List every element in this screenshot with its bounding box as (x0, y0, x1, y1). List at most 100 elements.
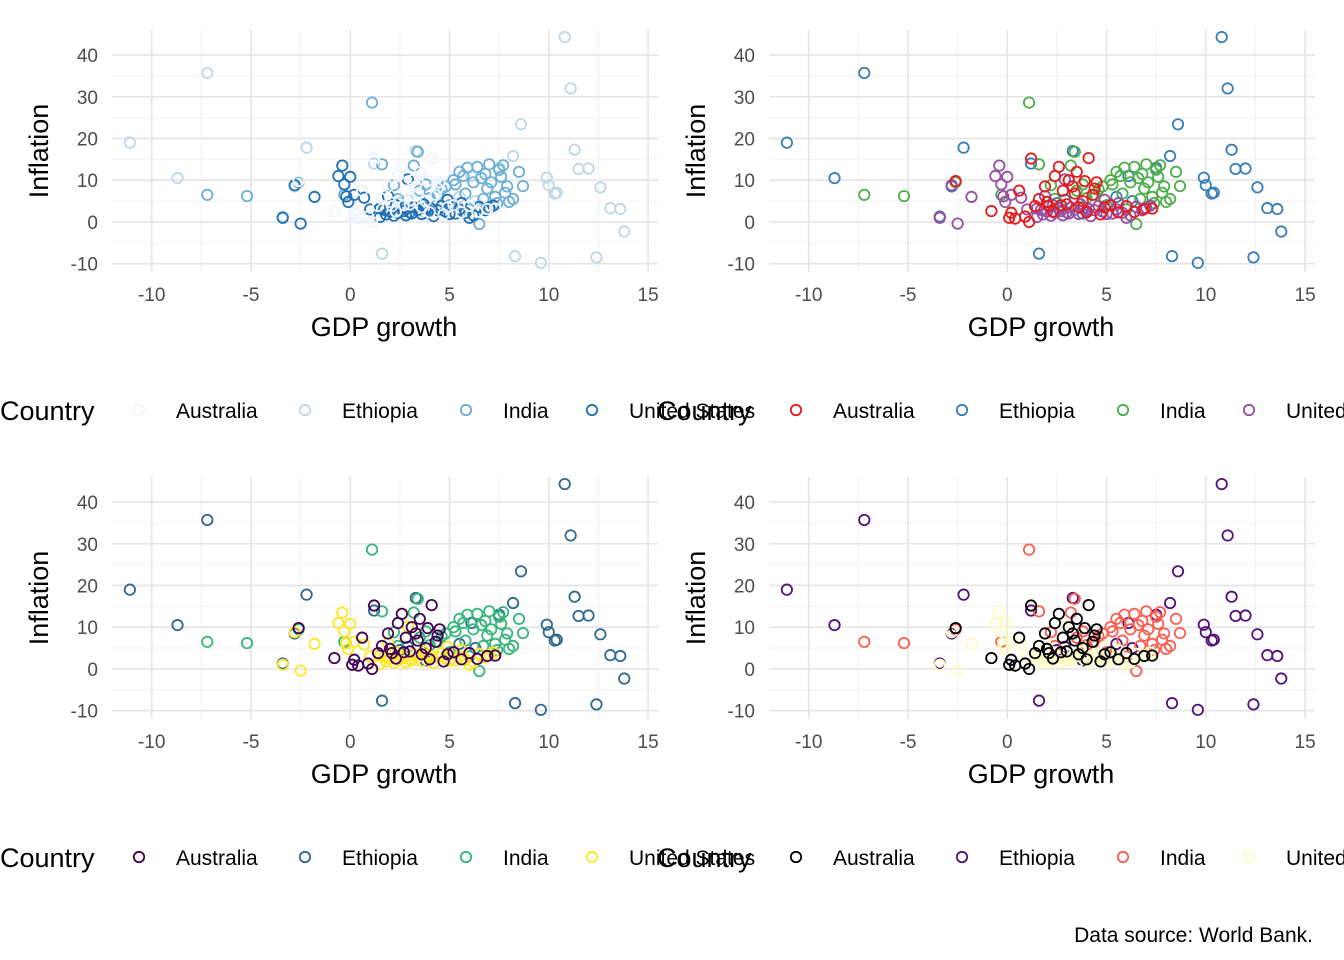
data-point-australia (1022, 215, 1036, 229)
y-tick-label: 10 (734, 618, 755, 639)
legend-key-australia (132, 403, 146, 417)
data-point-ethiopia (1191, 703, 1204, 716)
legend-key-australia (789, 403, 803, 417)
data-point-unitedstates (989, 169, 1002, 183)
data-point-ethiopia (1197, 171, 1210, 184)
x-tick-label: 0 (345, 285, 356, 306)
data-point-ethiopia (828, 619, 841, 632)
data-point-australia (1090, 176, 1103, 189)
data-point-unitedstates (455, 197, 468, 210)
data-point-australia (1120, 646, 1133, 660)
data-point-australia (1066, 180, 1079, 193)
data-point-australia (399, 184, 412, 197)
data-point-unitedstates (1054, 651, 1067, 665)
x-tick-label: 15 (638, 285, 659, 306)
data-point-australia (421, 174, 434, 188)
data-point-australia (1088, 182, 1101, 195)
data-point-australia (1112, 206, 1125, 219)
data-point-india (1146, 190, 1159, 203)
data-point-ethiopia (1221, 82, 1234, 95)
data-point-ethiopia (506, 596, 520, 610)
data-point-india (1140, 158, 1153, 171)
data-point-ethiopia (508, 697, 522, 710)
y-tick-label: 40 (734, 46, 755, 67)
y-tick-label: 20 (734, 576, 755, 597)
x-tick-label: 5 (1101, 285, 1112, 306)
data-point-australia (1068, 187, 1081, 200)
legend-key-ethiopia (298, 403, 312, 417)
data-point-ethiopia (534, 256, 547, 269)
data-point-australia (413, 165, 426, 178)
legend-label-ethiopia: Ethiopia (342, 400, 418, 423)
data-point-ethiopia (367, 157, 381, 170)
legend-label-australia: Australia (833, 400, 915, 423)
data-point-india (1173, 626, 1187, 640)
data-point-india (471, 160, 484, 173)
y-tick-label: 0 (744, 660, 755, 681)
data-point-australia (409, 180, 422, 193)
data-point-ethiopia (858, 66, 871, 80)
data-point-unitedstates (344, 617, 357, 630)
y-tick-label: 10 (77, 171, 98, 192)
data-point-australia (411, 187, 424, 200)
data-point-australia (391, 169, 405, 183)
data-point-ethiopia (1191, 256, 1204, 269)
data-source-caption: Data source: World Bank. (1074, 924, 1313, 947)
data-point-australia (1082, 598, 1095, 612)
data-point-unitedstates (1001, 170, 1014, 183)
data-point-unitedstates (951, 664, 964, 677)
data-point-australia (328, 651, 341, 665)
data-point-australia (1138, 649, 1151, 663)
data-point-australia (1046, 652, 1060, 665)
data-point-ethiopia (1163, 596, 1177, 610)
data-point-india (501, 180, 514, 193)
data-point-ethiopia (1239, 609, 1252, 622)
data-point-ethiopia (1247, 251, 1260, 264)
data-point-india (1032, 158, 1046, 171)
data-point-ethiopia (1110, 637, 1123, 650)
data-point-india (1163, 639, 1177, 653)
data-point-ethiopia (1261, 649, 1274, 662)
data-point-ethiopia (375, 247, 389, 260)
y-tick-label: 30 (734, 88, 755, 109)
data-point-india (449, 178, 462, 191)
x-axis-title: GDP growth (311, 312, 458, 342)
legend-label-unitedstates: United States (629, 400, 755, 423)
data-point-unitedstates (1015, 191, 1028, 204)
data-point-india (1152, 617, 1165, 630)
data-point-india (485, 623, 498, 636)
data-point-unitedstates (308, 190, 321, 203)
data-point-india (1169, 612, 1183, 625)
data-point-india (471, 607, 484, 620)
legend-label-india: India (1160, 847, 1206, 870)
data-point-australia (1056, 631, 1069, 644)
x-tick-label: -10 (138, 285, 165, 306)
data-point-australia (397, 646, 410, 659)
data-point-australia (431, 182, 444, 195)
data-point-australia (1013, 631, 1026, 644)
y-tick-label: 20 (77, 129, 98, 150)
legend-title: Country (0, 843, 95, 873)
data-point-india (897, 189, 911, 203)
y-axis-title: Inflation (681, 551, 711, 646)
data-point-australia (1038, 627, 1052, 640)
data-point-ethiopia (1024, 604, 1038, 617)
data-point-unitedstates (1015, 638, 1028, 651)
data-point-australia (1038, 180, 1052, 193)
data-point-australia (383, 642, 397, 656)
data-point-australia (985, 204, 998, 218)
data-point-ethiopia (534, 703, 547, 716)
data-point-india (858, 188, 871, 201)
data-point-ethiopia (453, 190, 466, 203)
data-point-india (481, 629, 494, 642)
data-point-australia (455, 653, 468, 666)
data-point-india (512, 165, 526, 178)
data-point-australia (1060, 198, 1073, 211)
data-point-india (516, 179, 530, 193)
data-point-india (481, 182, 494, 195)
legend-key-ethiopia (298, 850, 312, 864)
legend-top-right: Country Australia Ethiopia India United Stat… (657, 396, 1344, 426)
x-tick-label: 0 (1002, 732, 1013, 753)
data-point-unitedstates (965, 190, 978, 203)
data-point-india (473, 664, 486, 678)
